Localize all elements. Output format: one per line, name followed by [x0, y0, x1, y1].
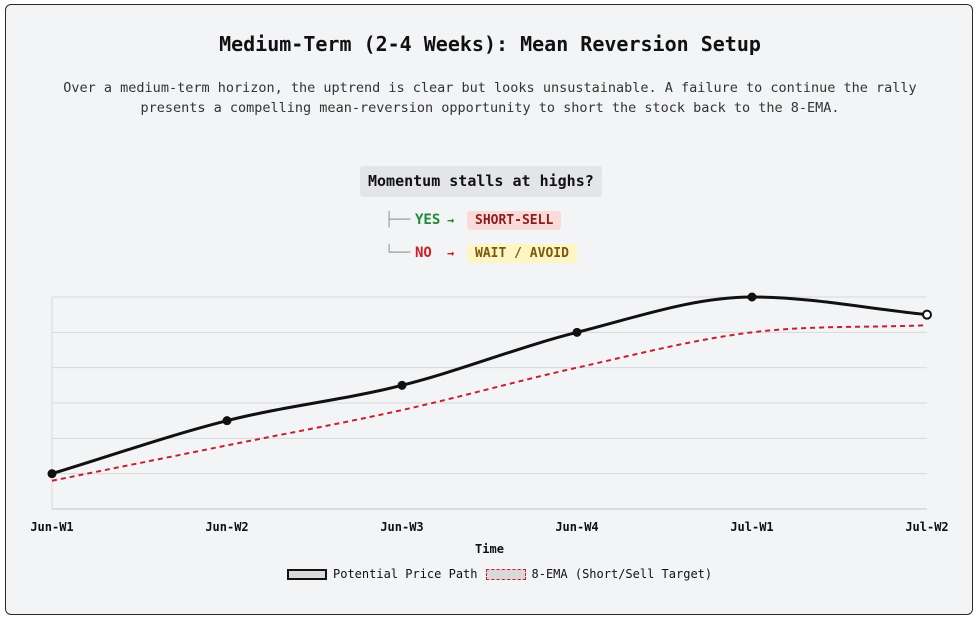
price-point[interactable] [222, 416, 232, 426]
x-tick-label: Jul-W2 [905, 520, 948, 534]
chart-legend: Potential Price Path 8-EMA (Short/Sell T… [287, 567, 712, 581]
series-line-price [51, 295, 928, 476]
decision-question: Momentum stalls at highs? [360, 166, 602, 197]
legend-label-price[interactable]: Potential Price Path [333, 567, 478, 581]
legend-swatch-ema[interactable] [485, 568, 526, 580]
tree-corner-icon: └── [385, 245, 411, 261]
yes-label: YES [415, 212, 441, 228]
legend-swatch-price[interactable] [287, 568, 327, 580]
page-description: Over a medium-term horizon, the uptrend … [63, 80, 917, 116]
price-point[interactable] [572, 327, 582, 337]
page-title: Medium-Term (2-4 Weeks): Mean Reversion … [219, 32, 761, 56]
legend-label-ema[interactable]: 8-EMA (Short/Sell Target) [531, 567, 713, 581]
x-axis-title: Time [475, 542, 504, 556]
short-sell-tag: SHORT-SELL [467, 210, 562, 230]
price-point[interactable] [47, 469, 57, 479]
chart-card [5, 4, 973, 615]
wait-avoid-tag: WAIT / AVOID [467, 243, 577, 263]
price-point[interactable] [922, 309, 932, 320]
series-line-ema [51, 324, 928, 482]
arrow-right-icon: → [447, 246, 455, 260]
price-point[interactable] [397, 380, 407, 390]
price-point[interactable] [747, 292, 757, 302]
decision-branch-yes: ├── YES → SHORT-SELL [385, 207, 562, 233]
x-tick-label: Jun-W4 [555, 520, 598, 534]
x-tick-label: Jul-W1 [730, 520, 773, 534]
x-tick-label: Jun-W1 [30, 520, 73, 534]
no-label: NO [415, 245, 432, 261]
arrow-right-icon: → [447, 213, 455, 227]
x-tick-label: Jun-W3 [380, 520, 423, 534]
tree-connector-icon: ├── [385, 212, 411, 228]
x-tick-label: Jun-W2 [205, 520, 248, 534]
decision-branch-no: └── NO → WAIT / AVOID [385, 240, 577, 266]
